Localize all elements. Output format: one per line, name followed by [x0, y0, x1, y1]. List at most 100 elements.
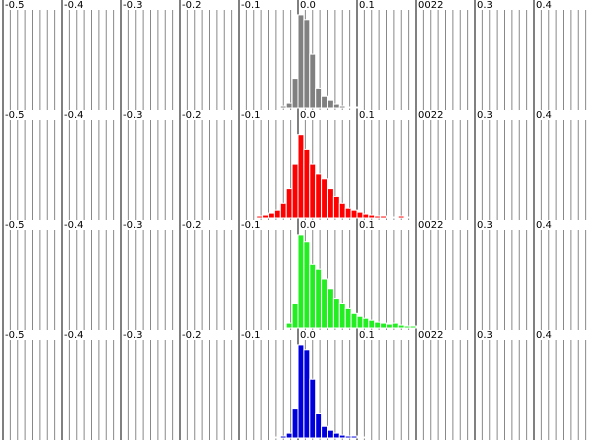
- bar: [321, 278, 329, 329]
- bar: [356, 211, 364, 219]
- bar: [321, 425, 329, 439]
- x-tick-label: 0.4: [536, 0, 552, 11]
- bar: [279, 105, 287, 109]
- bar: [297, 344, 305, 439]
- bar: [350, 312, 358, 329]
- bar: [291, 408, 299, 439]
- bar: [350, 106, 358, 109]
- bar: [315, 413, 323, 439]
- bar: [350, 209, 358, 219]
- bar: [309, 263, 317, 329]
- bar: [338, 303, 346, 329]
- x-tick-label: 0.3: [477, 220, 493, 231]
- bar: [327, 188, 334, 219]
- bar: [315, 87, 323, 109]
- x-tick-label: 0.3: [477, 0, 493, 11]
- x-tick-label: -0.4: [64, 330, 84, 341]
- x-tick-label: -0.5: [5, 0, 25, 11]
- bar: [303, 148, 311, 219]
- bar: [303, 349, 311, 439]
- bar: [279, 435, 287, 439]
- bar: [374, 215, 382, 219]
- bar: [303, 241, 311, 329]
- x-tick-label: 0.0: [300, 330, 316, 341]
- bar: [403, 325, 411, 329]
- bar: [362, 213, 370, 219]
- bar: [344, 106, 352, 109]
- bar: [291, 303, 299, 329]
- bar: [386, 216, 393, 219]
- x-tick-label: 0.1: [359, 0, 375, 11]
- x-tick-label: 0022: [418, 220, 443, 231]
- bar: [315, 173, 323, 219]
- bar: [332, 298, 340, 329]
- x-tick-label: -0.3: [123, 330, 143, 341]
- bar: [386, 323, 393, 329]
- x-tick-label: 0.3: [477, 110, 493, 121]
- bar: [327, 429, 334, 439]
- bar: [285, 322, 293, 329]
- bar: [268, 212, 275, 219]
- bar: [297, 234, 305, 329]
- x-tick-label: -0.1: [241, 0, 261, 11]
- bar: [303, 19, 311, 109]
- bar: [285, 102, 293, 109]
- bar: [397, 215, 405, 219]
- bar: [273, 436, 281, 439]
- bar: [315, 268, 323, 329]
- x-tick-label: 0.1: [359, 110, 375, 121]
- bar: [374, 321, 382, 329]
- bar: [403, 216, 411, 219]
- bar: [273, 209, 281, 219]
- bar: [327, 99, 334, 109]
- bar: [391, 322, 399, 329]
- x-tick-label: 0.0: [300, 220, 316, 231]
- x-tick-label: -0.1: [241, 220, 261, 231]
- x-tick-label: 0.0: [300, 110, 316, 121]
- bar: [356, 436, 364, 439]
- bar: [350, 435, 358, 439]
- bar: [338, 434, 346, 439]
- x-tick-label: 0.1: [359, 330, 375, 341]
- x-tick-label: 0.3: [477, 330, 493, 341]
- x-tick-label: -0.2: [182, 110, 202, 121]
- bar: [309, 53, 317, 109]
- x-tick-label: 0022: [418, 110, 443, 121]
- x-tick-label: -0.3: [123, 110, 143, 121]
- bar: [362, 436, 370, 439]
- bar: [309, 163, 317, 219]
- x-tick-label: -0.4: [64, 0, 84, 11]
- bar: [344, 307, 352, 329]
- bar: [262, 214, 270, 219]
- x-tick-label: -0.1: [241, 110, 261, 121]
- x-tick-label: 0.0: [300, 0, 316, 11]
- x-tick-label: -0.1: [241, 330, 261, 341]
- bar: [338, 202, 346, 219]
- bar: [344, 435, 352, 439]
- x-tick-label: 0.4: [536, 330, 552, 341]
- x-tick-label: 0022: [418, 0, 443, 11]
- bar: [362, 317, 370, 329]
- x-tick-label: 0022: [418, 330, 443, 341]
- x-tick-label: -0.2: [182, 220, 202, 231]
- bar: [332, 432, 340, 439]
- bar: [327, 288, 334, 329]
- x-tick-label: -0.4: [64, 220, 84, 231]
- x-tick-label: -0.2: [182, 0, 202, 11]
- x-tick-label: 0.4: [536, 110, 552, 121]
- bar: [256, 215, 264, 219]
- x-tick-label: -0.2: [182, 330, 202, 341]
- bar: [380, 215, 388, 219]
- x-tick-label: -0.5: [5, 220, 25, 231]
- x-tick-label: -0.4: [64, 110, 84, 121]
- bar: [321, 178, 329, 219]
- x-tick-label: -0.3: [123, 0, 143, 11]
- bar: [391, 216, 399, 219]
- bar: [291, 163, 299, 219]
- bar: [321, 95, 329, 109]
- bar: [297, 14, 305, 109]
- bar: [332, 195, 340, 219]
- bar: [297, 134, 305, 219]
